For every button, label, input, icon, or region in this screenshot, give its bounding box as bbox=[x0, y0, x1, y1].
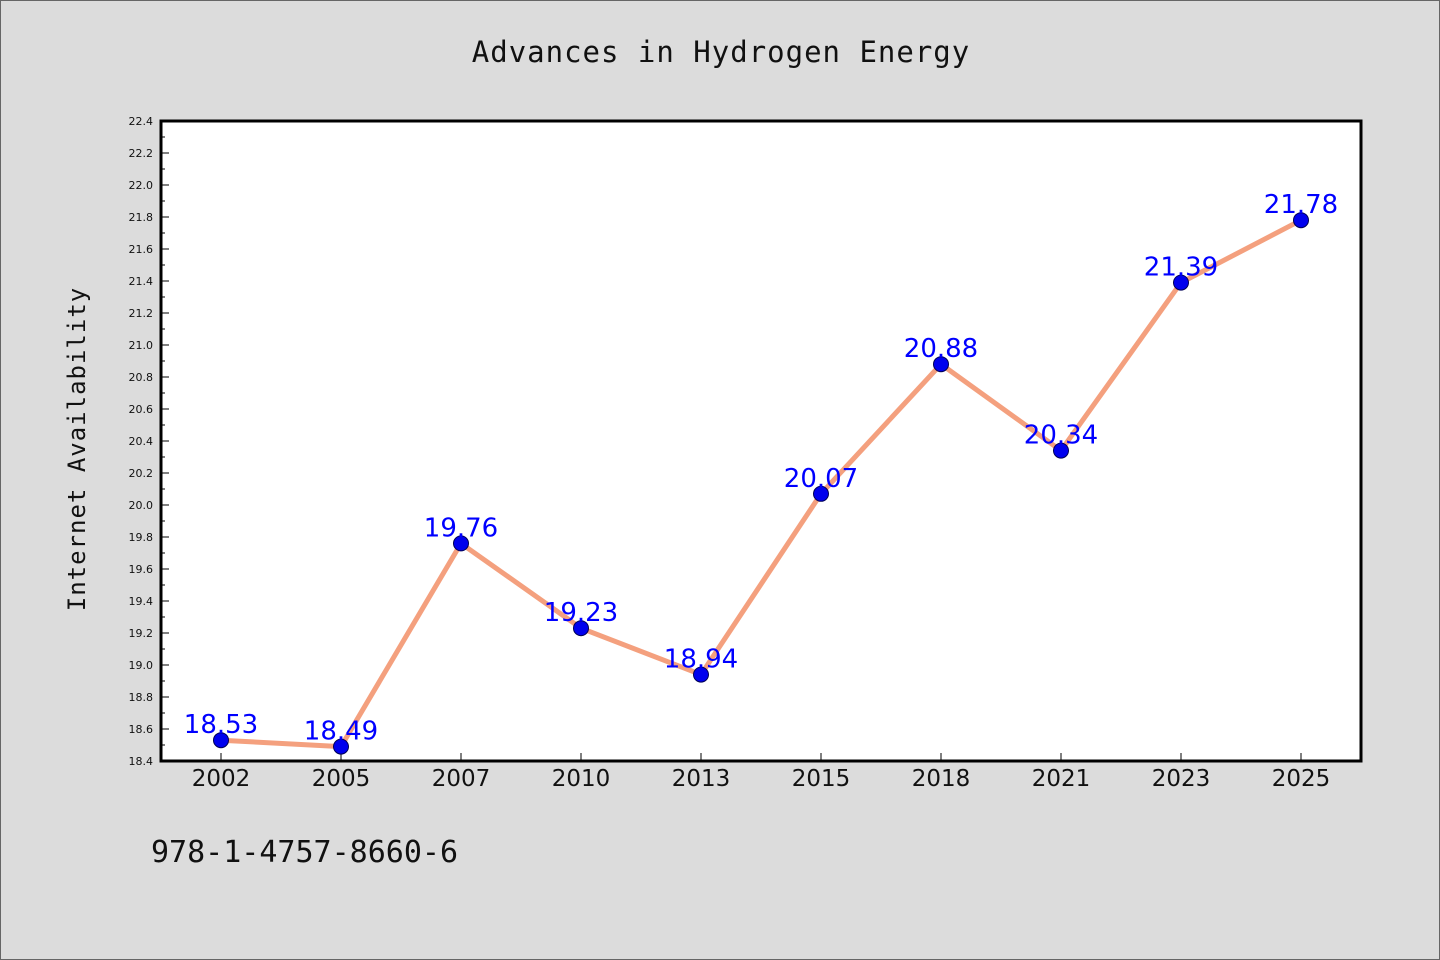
x-tick-label: 2018 bbox=[912, 766, 971, 792]
data-label: 18.53 bbox=[184, 710, 258, 740]
data-point bbox=[573, 620, 589, 637]
y-tick-label: 18.4 bbox=[129, 755, 154, 768]
data-label: 18.94 bbox=[664, 645, 738, 675]
data-label: 20.34 bbox=[1024, 421, 1098, 451]
y-tick-label: 20.6 bbox=[129, 403, 154, 416]
y-tick-label: 18.6 bbox=[129, 723, 154, 736]
y-tick-label: 21.0 bbox=[129, 339, 154, 352]
y-tick-label: 20.4 bbox=[129, 435, 154, 448]
y-tick-label: 21.8 bbox=[129, 211, 154, 224]
y-axis-ticks: 18.4 18.6 18.8 19.0 19.2 19.4 19.6 19.8 20.0 20.2… bbox=[129, 115, 169, 768]
y-tick-label: 19.8 bbox=[129, 531, 154, 544]
y-tick-label: 19.2 bbox=[129, 627, 154, 640]
plot-frame bbox=[159, 119, 1363, 763]
x-tick-label: 2023 bbox=[1152, 766, 1211, 792]
x-tick-label: 2021 bbox=[1032, 766, 1091, 792]
data-markers bbox=[213, 212, 1309, 755]
data-label: 20.88 bbox=[904, 334, 978, 364]
data-point bbox=[1173, 274, 1189, 291]
x-tick-label: 2010 bbox=[552, 766, 611, 792]
data-label: 21.78 bbox=[1264, 190, 1338, 220]
x-tick-label: 2013 bbox=[672, 766, 731, 792]
y-tick-label: 21.4 bbox=[129, 275, 154, 288]
y-tick-label: 22.0 bbox=[129, 179, 154, 192]
isbn-footnote: 978-1-4757-8660-6 bbox=[151, 835, 459, 870]
y-tick-label: 21.2 bbox=[129, 307, 154, 320]
data-point bbox=[693, 666, 709, 683]
y-tick-label: 19.4 bbox=[129, 595, 154, 608]
data-point bbox=[1053, 442, 1069, 459]
data-point bbox=[333, 738, 349, 755]
data-point bbox=[813, 485, 829, 502]
data-point bbox=[213, 732, 229, 749]
y-tick-label: 22.2 bbox=[129, 147, 154, 160]
data-label: 21.39 bbox=[1144, 253, 1218, 283]
plot-area bbox=[161, 121, 1361, 761]
data-point bbox=[453, 535, 469, 552]
series-line bbox=[218, 217, 1304, 750]
chart-title: Advances in Hydrogen Energy bbox=[471, 35, 971, 69]
x-tick-label: 2007 bbox=[432, 766, 491, 792]
data-label: 18.49 bbox=[304, 717, 378, 747]
data-point bbox=[933, 356, 949, 373]
y-tick-label: 19.6 bbox=[129, 563, 154, 576]
y-tick-label: 20.0 bbox=[129, 499, 154, 512]
y-tick-label: 21.6 bbox=[129, 243, 154, 256]
data-label: 19.76 bbox=[424, 513, 498, 543]
data-labels: 18.53 18.49 19.76 19.23 18.94 20.07 20.88 20.34… bbox=[184, 190, 1338, 746]
data-label: 19.23 bbox=[544, 598, 618, 628]
x-axis-ticks: 2002 2005 2007 2010 2013 2015 2018 2021 2023 2025 bbox=[192, 753, 1331, 792]
y-tick-label: 20.2 bbox=[129, 467, 154, 480]
y-tick-label: 22.4 bbox=[129, 115, 154, 128]
y-tick-label: 20.8 bbox=[129, 371, 154, 384]
x-tick-label: 2005 bbox=[312, 766, 371, 792]
x-tick-label: 2025 bbox=[1272, 766, 1331, 792]
x-tick-label: 2015 bbox=[792, 766, 851, 792]
data-label: 20.07 bbox=[784, 464, 858, 494]
y-tick-label: 18.8 bbox=[129, 691, 154, 704]
data-point bbox=[1293, 212, 1309, 229]
series-line-group bbox=[218, 217, 1304, 750]
y-tick-label: 19.0 bbox=[129, 659, 154, 672]
x-tick-label: 2002 bbox=[192, 766, 251, 792]
